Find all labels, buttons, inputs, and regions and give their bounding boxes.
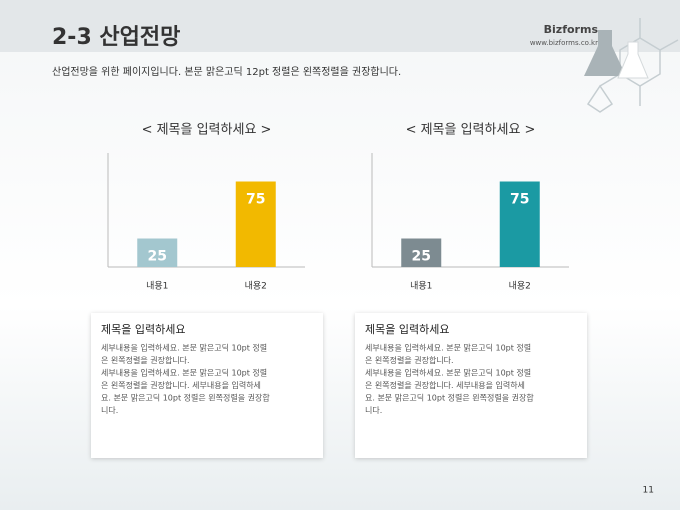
box-title: 제목을 입력하세요 [365, 322, 449, 336]
x-tick-label: 내용1 [410, 281, 432, 292]
value-label: 75 [510, 192, 529, 208]
brand-url: www.bizforms.co.kr [530, 39, 598, 47]
box-text: 세부내용을 입력하세요. 본문 맑은고딕 10pt 정렬 [365, 343, 531, 353]
brand: Bizforms [544, 23, 599, 36]
box-text: 니다. [365, 405, 382, 415]
text-box [91, 313, 323, 458]
bar [235, 181, 276, 267]
box-text: 은 왼쪽정렬을 권장합니다. [101, 355, 190, 365]
value-label: 25 [148, 249, 167, 265]
box-text: 은 왼쪽정렬을 권장합니다. [365, 355, 454, 365]
subtitle: 산업전망을 위한 페이지입니다. 본문 맑은고딕 12pt 정렬은 왼쪽정렬을 … [52, 65, 401, 78]
page-number: 11 [643, 486, 654, 496]
chart-title: < 제목을 입력하세요 > [406, 123, 536, 138]
chart-title: < 제목을 입력하세요 > [142, 123, 272, 138]
box-text: 세부내용을 입력하세요. 본문 맑은고딕 10pt 정렬 [101, 368, 267, 378]
flask-icon [584, 30, 626, 76]
bar [137, 238, 178, 267]
molecule-decoration [586, 18, 679, 113]
box-text: 은 왼쪽정렬을 권장합니다. 세부내용을 입력하세 [101, 380, 261, 390]
slide-title: 2-3 산업전망 [52, 25, 180, 50]
x-tick-label: 내용1 [146, 281, 168, 292]
bar [499, 181, 540, 267]
value-label: 75 [246, 192, 265, 208]
box-text: 요. 본문 맑은고딕 10pt 정렬은 왼쪽정렬을 권장합 [365, 393, 534, 403]
box-text: 은 왼쪽정렬을 권장합니다. 세부내용을 입력하세 [365, 380, 525, 390]
value-label: 25 [412, 249, 431, 265]
header-band [0, 0, 680, 52]
flask-icon [617, 41, 649, 79]
box-text: 요. 본문 맑은고딕 10pt 정렬은 왼쪽정렬을 권장합 [101, 393, 270, 403]
x-tick-label: 내용2 [245, 281, 267, 292]
charts: < 제목을 입력하세요 > 25 내용1 75 내용2 < 제목을 입력하세요 > 25 내용… [107, 123, 569, 292]
box-text: 세부내용을 입력하세요. 본문 맑은고딕 10pt 정렬 [101, 343, 267, 353]
bar [401, 238, 442, 267]
box-title: 제목을 입력하세요 [101, 322, 185, 336]
box-text: 세부내용을 입력하세요. 본문 맑은고딕 10pt 정렬 [365, 368, 531, 378]
x-tick-label: 내용2 [509, 281, 531, 292]
box-text: 니다. [101, 405, 118, 415]
text-box [355, 313, 587, 458]
